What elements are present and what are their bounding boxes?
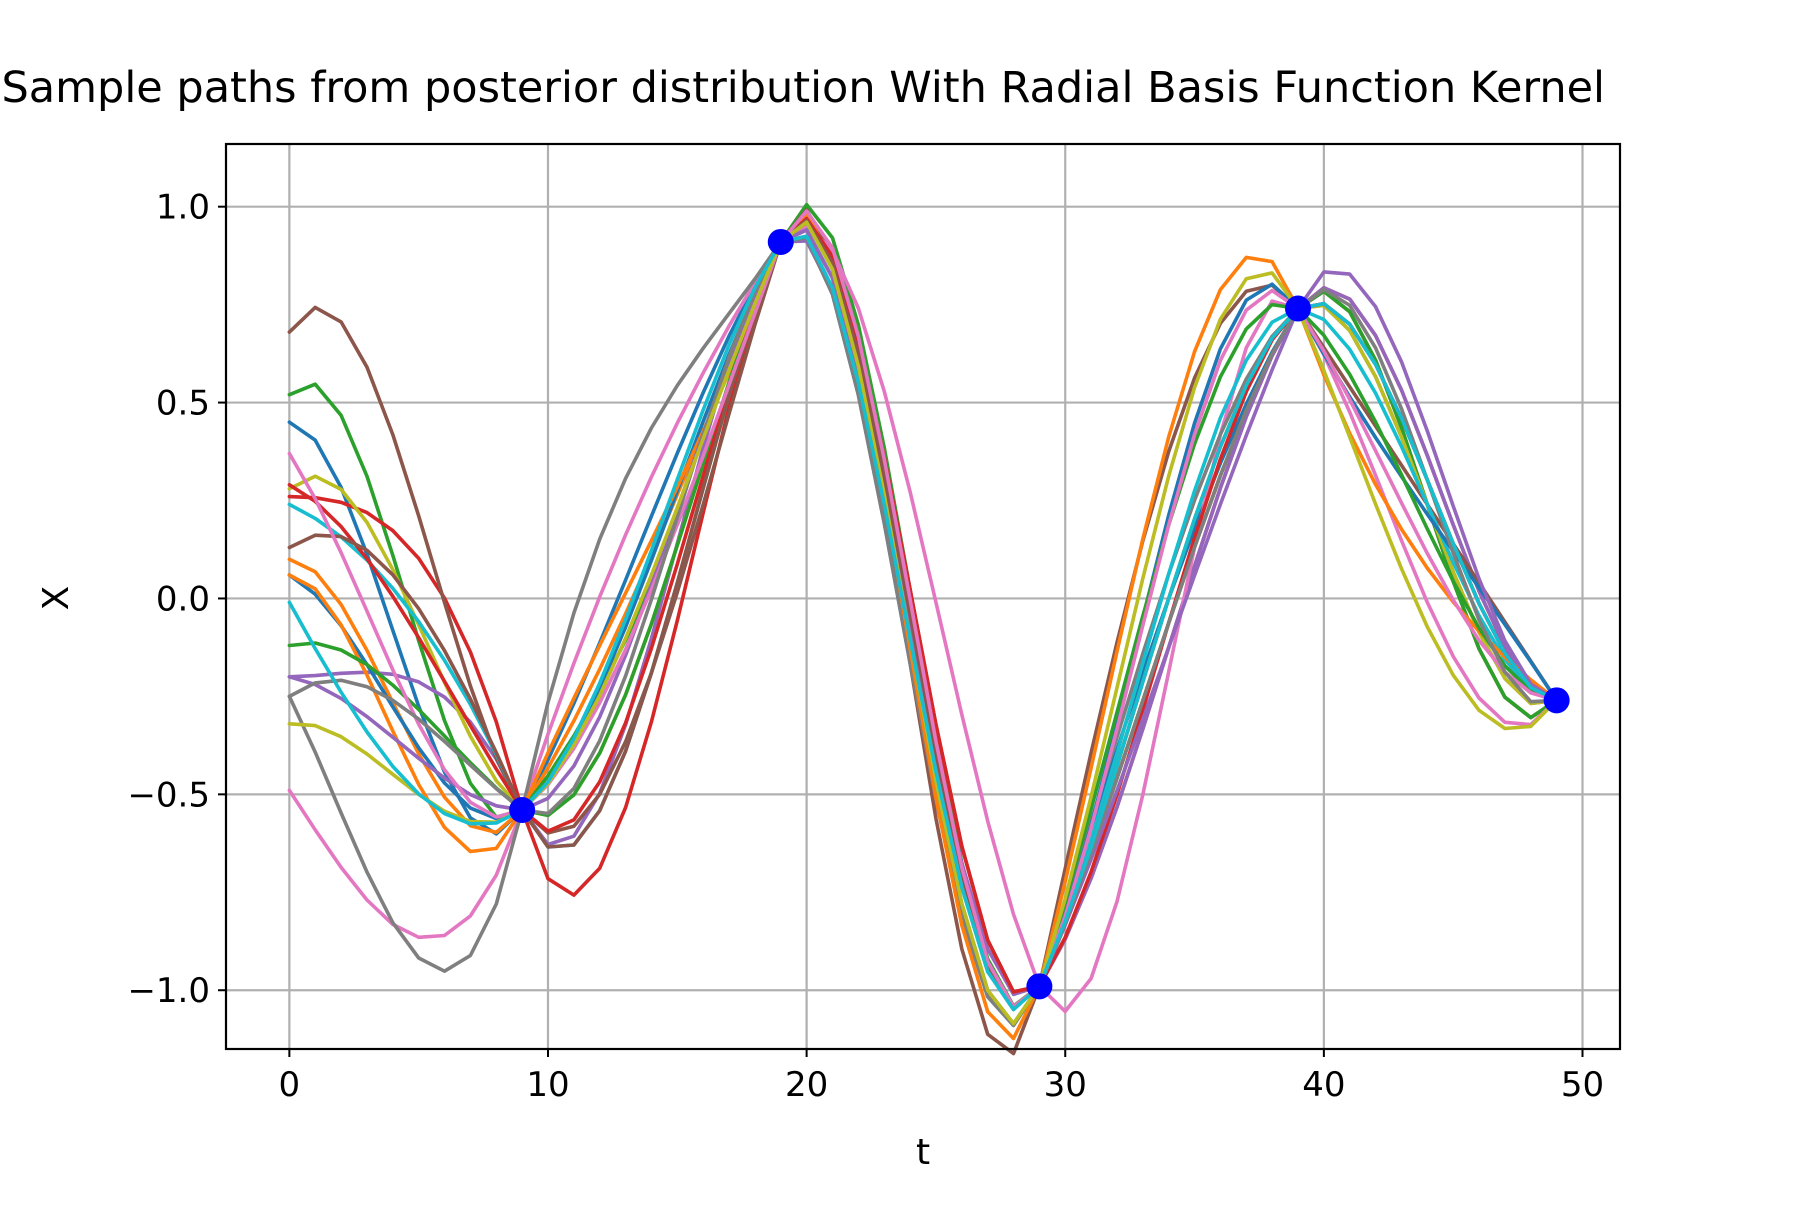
observation-point	[509, 797, 536, 824]
y-tick-label: −1.0	[127, 971, 210, 1011]
grid	[226, 144, 1620, 1049]
x-tick-label: 0	[279, 1065, 301, 1105]
axis-ticks: 0 10 20 30 40 50 1.0 0.5 0.0 −0.5 −1.0	[127, 188, 1604, 1105]
x-axis-label: t	[916, 1132, 930, 1173]
x-tick-label: 30	[1044, 1065, 1087, 1105]
y-tick-label: 0.0	[156, 579, 210, 619]
plot-frame	[224, 142, 1622, 1051]
x-tick-label: 50	[1561, 1065, 1604, 1105]
y-tick-label: −0.5	[127, 775, 210, 815]
observation-point	[1543, 687, 1570, 714]
chart-title: Sample paths from posterior distribution…	[2, 63, 1606, 113]
x-tick-label: 20	[785, 1065, 828, 1105]
sample-path-20	[287, 234, 1559, 1012]
observation-point	[767, 228, 794, 255]
y-tick-label: 1.0	[156, 188, 210, 228]
sample-path-7	[287, 224, 1559, 1014]
observation-point	[1026, 973, 1053, 1000]
observation-point	[1285, 295, 1312, 322]
observations	[509, 228, 1570, 1000]
y-axis-label: X	[36, 586, 77, 611]
sample-path-17	[287, 209, 1559, 1009]
x-tick-label: 40	[1302, 1065, 1345, 1105]
x-tick-label: 10	[526, 1065, 569, 1105]
sample-paths	[287, 202, 1559, 1056]
y-tick-label: 0.5	[156, 384, 210, 424]
